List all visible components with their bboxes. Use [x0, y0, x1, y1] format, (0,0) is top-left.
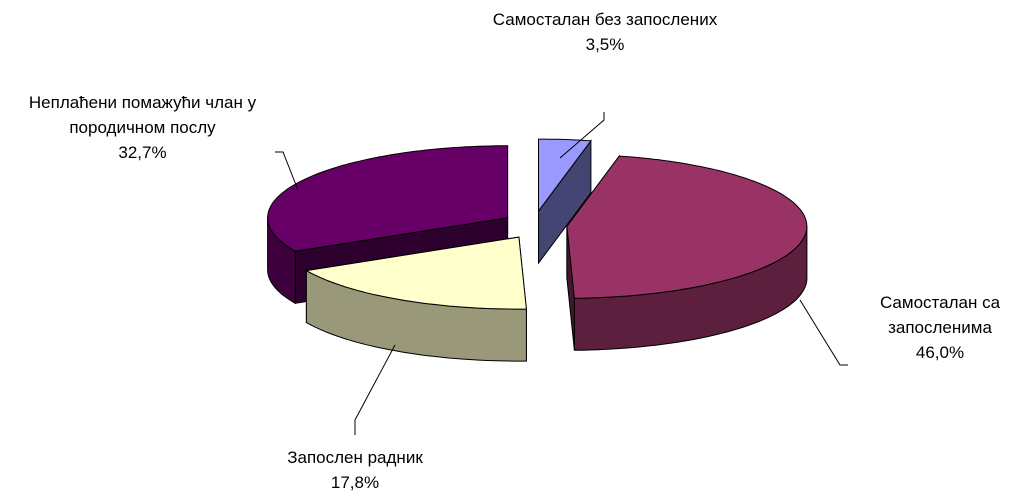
value-label: 17,8%	[330, 473, 380, 492]
slice	[538, 138, 592, 213]
category-label: Самосталан са запосленима	[879, 293, 1001, 337]
slice	[566, 155, 808, 299]
value-label: 3,5%	[585, 35, 625, 54]
leader-line	[275, 151, 299, 191]
slice-label: Неплаћени помажући члан у породичном пос…	[10, 90, 275, 165]
slice-label: Запослен радник 17,8%	[245, 445, 465, 495]
slices	[267, 138, 808, 362]
slice-label: Самосталан без запослених 3,5%	[490, 7, 720, 57]
category-label: Самосталан без запослених	[492, 10, 718, 29]
leader-line	[799, 299, 848, 366]
category-label: Запослен радник	[287, 448, 423, 467]
leader-line	[559, 112, 605, 159]
slice	[304, 236, 527, 310]
slice	[267, 145, 509, 252]
category-label: Неплаћени помажући члан у породичном пос…	[28, 93, 257, 137]
value-label: 32,7%	[118, 143, 167, 162]
value-label: 46,0%	[915, 343, 965, 362]
slice-label: Самосталан са запосленима 46,0%	[845, 290, 1032, 365]
leader-line	[354, 344, 396, 435]
leader-lines	[275, 112, 848, 435]
